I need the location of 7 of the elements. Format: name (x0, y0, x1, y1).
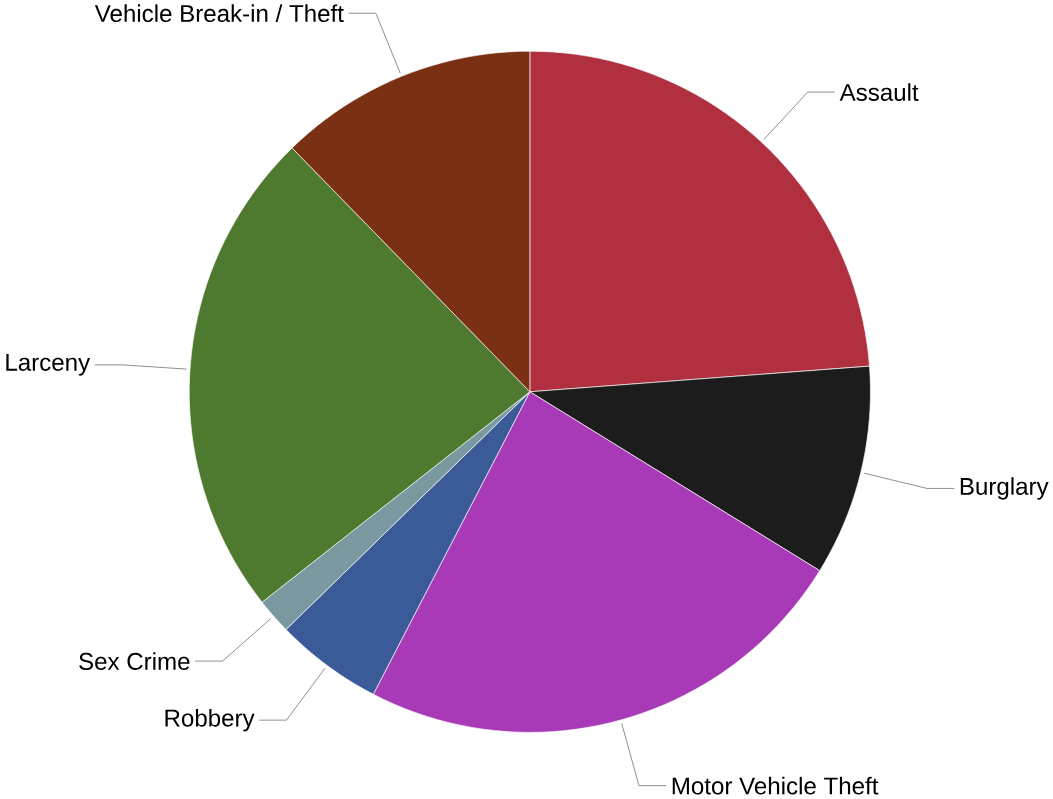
slice-label: Motor Vehicle Theft (672, 776, 879, 795)
slice-label: Vehicle Break-in / Theft (94, 4, 344, 23)
slice-label: Robbery (165, 708, 255, 732)
slice-label: Assault (839, 83, 919, 101)
slice-label: Burglary (960, 477, 1049, 500)
slice-label: Sex Crime (79, 652, 190, 670)
slice-label: Larceny (6, 354, 91, 376)
